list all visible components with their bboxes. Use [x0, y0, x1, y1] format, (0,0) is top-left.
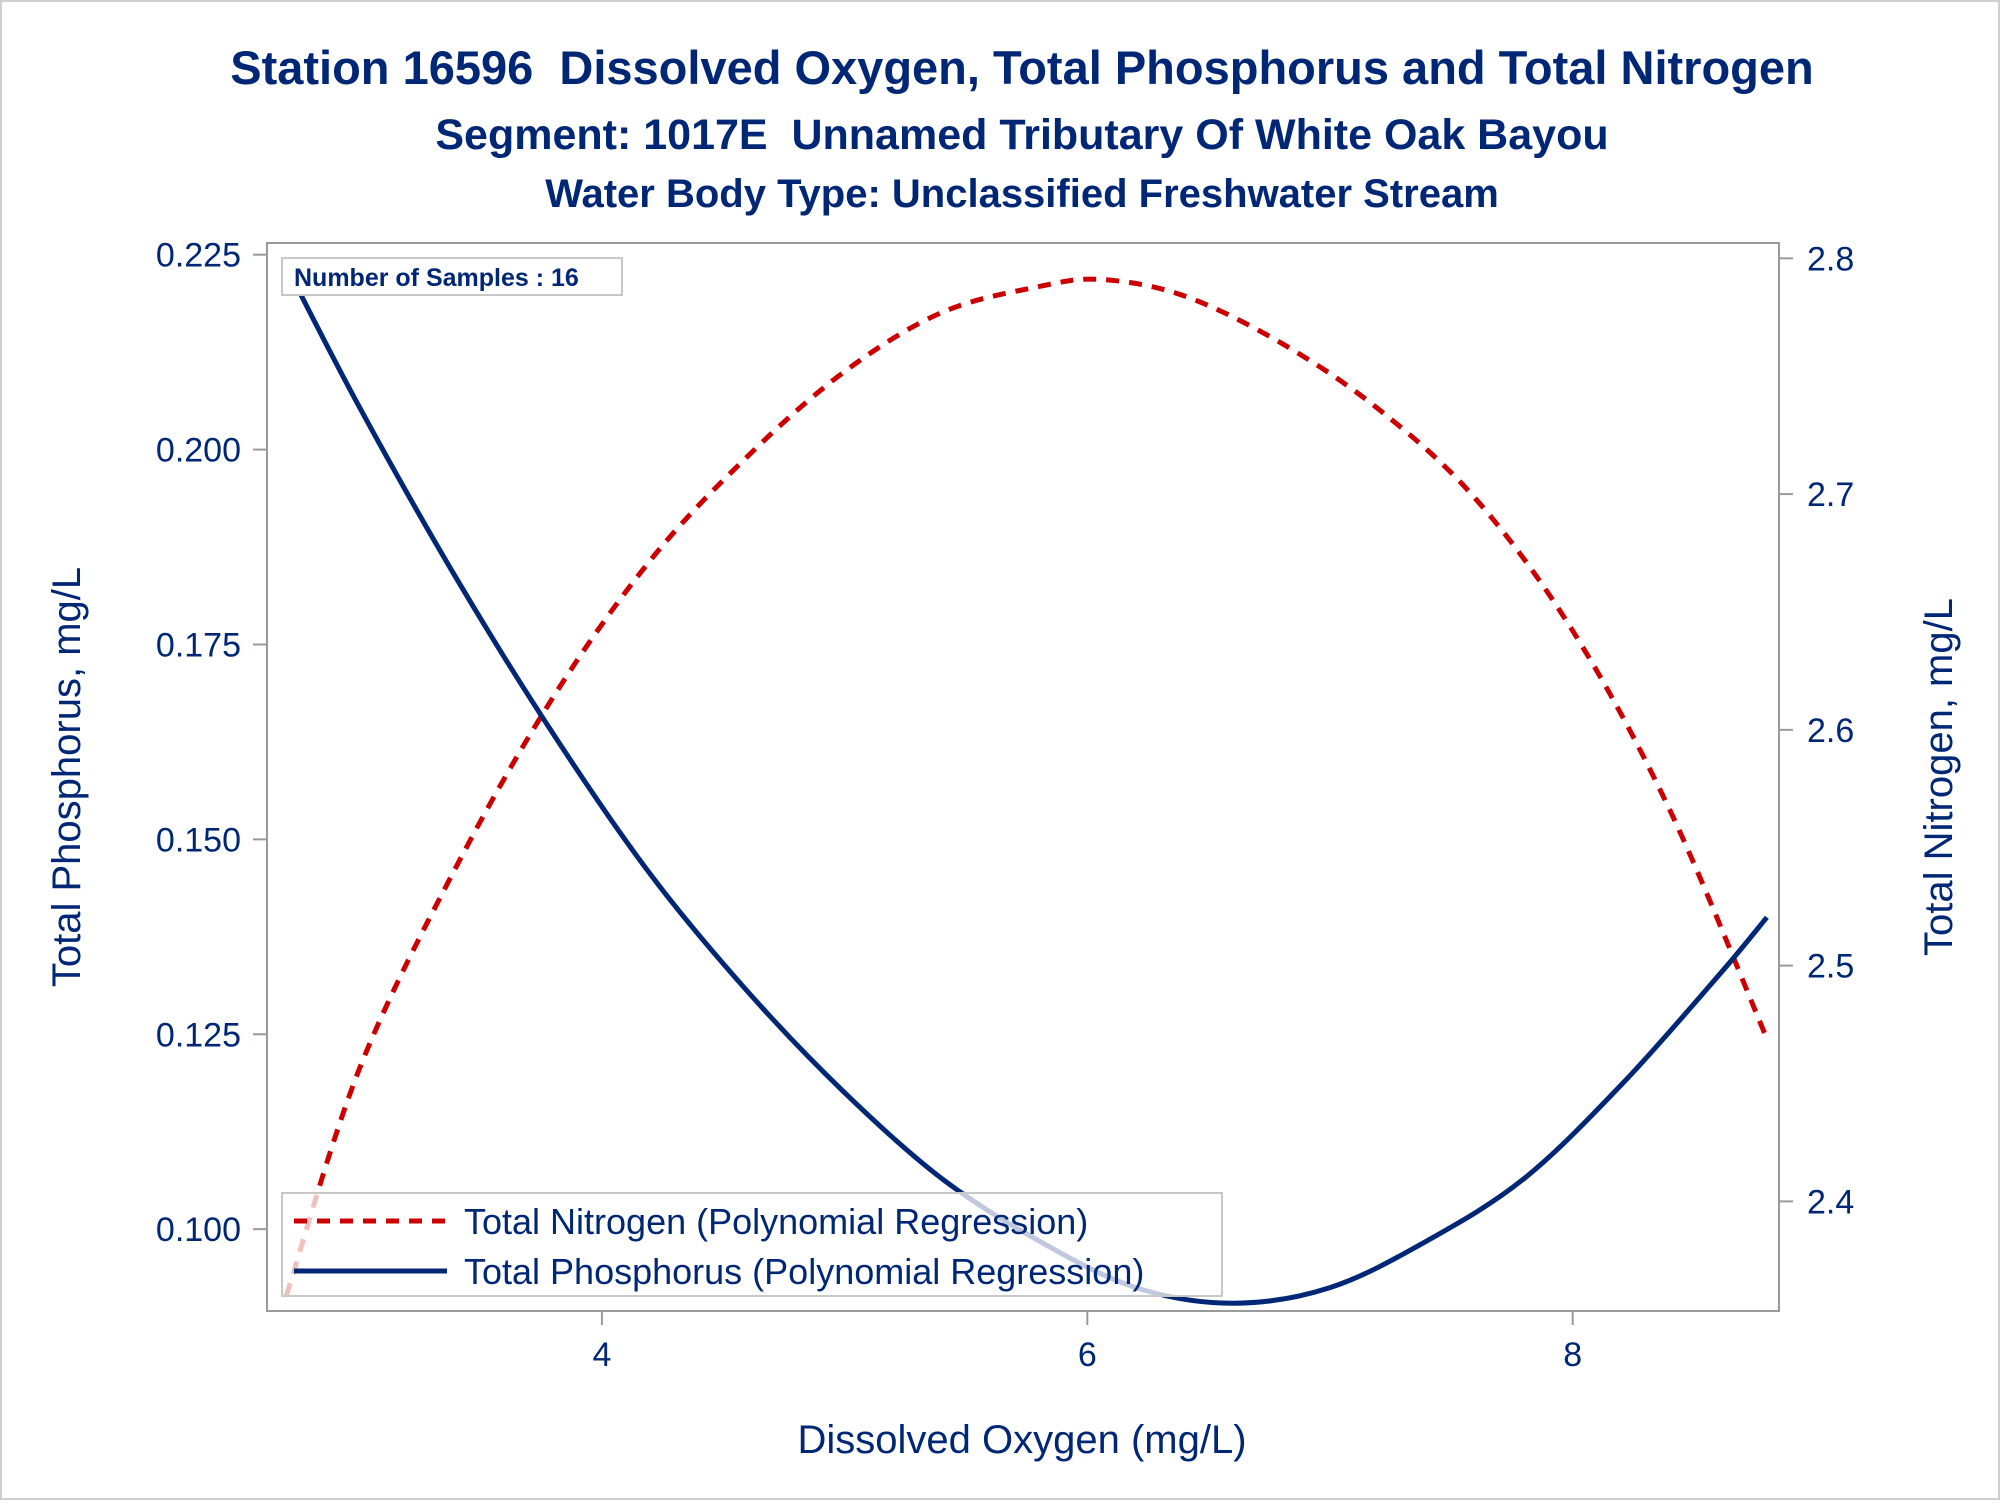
y-tick-label: 0.175	[156, 626, 241, 664]
x-tick-label: 8	[1563, 1336, 1582, 1374]
y2-tick-label: 2.7	[1807, 476, 1854, 514]
sample-count-inset: Number of Samples : 16	[281, 257, 623, 296]
y2-tick-label: 2.6	[1807, 712, 1854, 750]
plot-area	[266, 242, 1780, 1312]
x-tick-label: 6	[1078, 1336, 1097, 1374]
series-line-nitrogen	[284, 276, 1770, 1297]
legend-label-nitrogen: Total Nitrogen (Polynomial Regression)	[464, 1201, 1088, 1242]
x-tick-label: 4	[592, 1336, 611, 1374]
x-axis-label: Dissolved Oxygen (mg/L)	[797, 1418, 1246, 1462]
y-tick-label: 0.125	[156, 1016, 241, 1054]
y-axis-label: Total Phosphorus, mg/L	[45, 567, 89, 987]
chart-subtitle-2: Water Body Type: Unclassified Freshwater…	[545, 172, 1499, 216]
y-tick-label: 0.150	[156, 821, 241, 859]
x-axis: 4 6 8	[592, 1311, 1582, 1374]
y2-tick-label: 2.8	[1807, 240, 1854, 278]
y-tick-label: 0.225	[156, 237, 241, 275]
y2-tick-label: 2.4	[1807, 1183, 1854, 1221]
chart-title: Station 16596 Dissolved Oxygen, Total Ph…	[230, 41, 1813, 94]
legend-label-phosphorus: Total Phosphorus (Polynomial Regression)	[464, 1251, 1144, 1292]
y2-axis: 2.4 2.5 2.6 2.7 2.8	[1779, 240, 1854, 1221]
y-axis: 0.100 0.125 0.150 0.175 0.200 0.225	[156, 237, 267, 1249]
sample-count-box	[281, 257, 623, 296]
y-tick-label: 0.200	[156, 432, 241, 470]
legend: Total Nitrogen (Polynomial Regression) T…	[281, 1192, 1223, 1297]
y2-axis-label: Total Nitrogen, mg/L	[1917, 598, 1961, 956]
sample-count-label: Number of Samples : 16	[294, 264, 579, 292]
y2-tick-label: 2.5	[1807, 948, 1854, 986]
y-tick-label: 0.100	[156, 1211, 241, 1249]
legend-box	[281, 1192, 1223, 1297]
chart-subtitle: Segment: 1017E Unnamed Tributary Of Whit…	[435, 111, 1608, 159]
